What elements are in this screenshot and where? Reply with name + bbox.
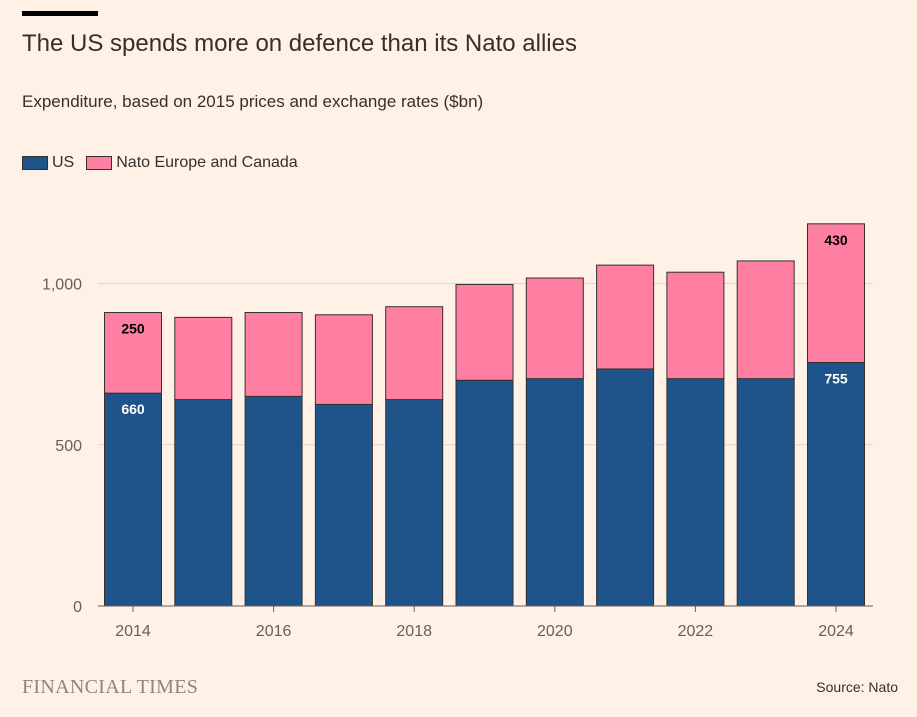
bar-us-2016: [244, 395, 303, 607]
x-tick-label: 2024: [818, 623, 854, 640]
source-note: Source: Nato: [816, 679, 898, 695]
legend-swatch-us: [22, 156, 48, 170]
x-tick-label: 2022: [678, 623, 714, 640]
bar-us-2020: [525, 378, 584, 607]
bar-nato-2023: [736, 260, 795, 380]
bar-nato-2017: [314, 314, 373, 405]
x-tick-label: 2020: [537, 623, 573, 640]
bar-us-2019: [455, 379, 514, 607]
bar-us-2014: [104, 392, 162, 607]
chart-title: The US spends more on defence than its N…: [22, 30, 577, 57]
bar-us-2024: [807, 362, 865, 607]
bar-us-2015: [174, 399, 233, 607]
y-tick-label: 0: [73, 599, 82, 616]
x-tick-label: 2014: [115, 623, 151, 640]
header-accent-bar: [22, 11, 98, 16]
bar-nato-2015: [174, 316, 233, 401]
legend-swatch-nato: [86, 156, 113, 170]
legend-item-us: US: [22, 154, 74, 172]
bar-nato-2022: [666, 271, 725, 380]
ft-brand-logo: FINANCIAL TIMES: [22, 676, 199, 698]
x-tick-label: 2018: [396, 623, 432, 640]
bar-nato-2020: [525, 277, 584, 380]
legend-label-us: US: [52, 154, 75, 171]
y-tick-label: 500: [55, 438, 82, 455]
data-label: 250: [121, 321, 145, 337]
bar-nato-2019: [455, 283, 514, 381]
bar-us-2017: [314, 403, 373, 607]
legend-label-nato: Nato Europe and Canada: [116, 154, 298, 171]
legend-item-nato: Nato Europe and Canada: [86, 154, 298, 172]
data-label: 430: [824, 232, 848, 248]
data-label: 755: [824, 371, 848, 387]
y-tick-label: 1,000: [42, 277, 82, 294]
bar-us-2021: [596, 368, 655, 607]
stacked-bar-chart: 0 500 1,000 2014 2016 2018 2020 2022 2024 660 250 7…: [42, 223, 873, 640]
chart-legend: US Nato Europe and Canada: [22, 154, 310, 172]
bar-nato-2014: [104, 312, 162, 394]
data-label: 660: [121, 401, 145, 417]
bar-nato-2018: [385, 306, 444, 401]
bar-nato-2016: [244, 312, 303, 397]
x-tick-label: 2016: [256, 623, 292, 640]
bar-nato-2024: [807, 223, 865, 364]
bar-us-2022: [666, 378, 725, 607]
chart-subtitle: Expenditure, based on 2015 prices and ex…: [22, 92, 484, 111]
bar-nato-2021: [596, 264, 655, 370]
bar-us-2018: [385, 399, 444, 607]
bar-us-2023: [736, 378, 795, 607]
